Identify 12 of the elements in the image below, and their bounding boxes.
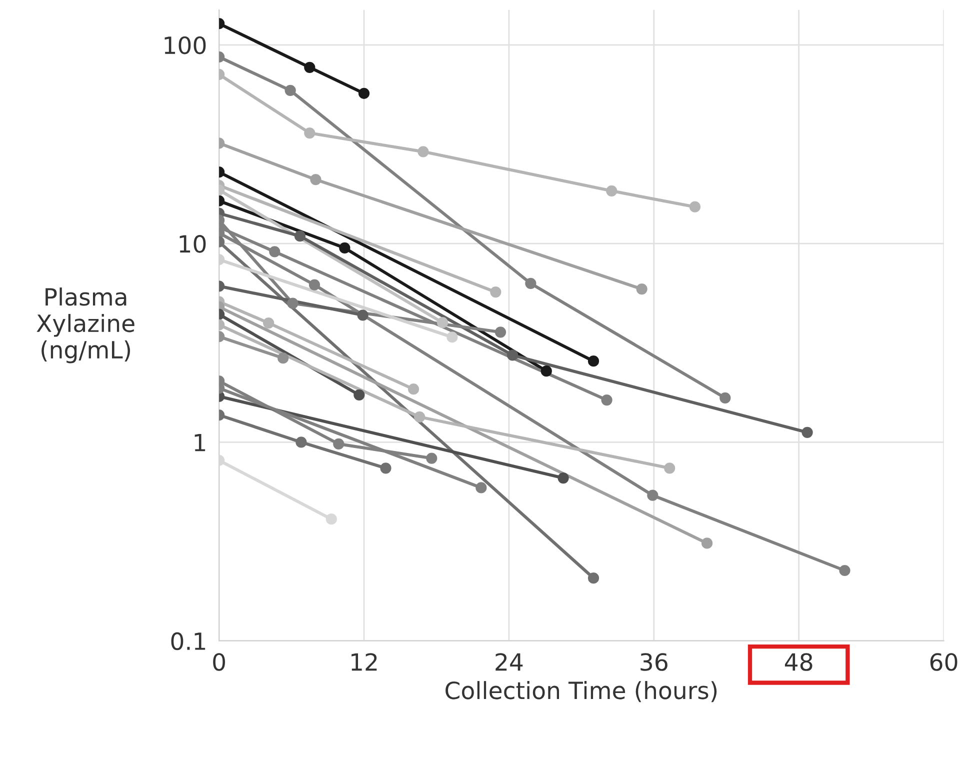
y-tick-label: 100 (164, 36, 206, 54)
y-axis-title: Plasma Xylazine (ng/mL) (36, 288, 134, 364)
y-tick-label: 1 (194, 434, 206, 452)
x-tick-label: 0 (213, 653, 225, 671)
x-axis-title: Collection Time (hours) (446, 681, 717, 702)
x-tick-label: 48 (784, 653, 812, 671)
x-tick-label: 24 (496, 653, 523, 671)
x-tick-label: 12 (352, 653, 377, 671)
x-tick-label: 36 (640, 653, 668, 671)
y-tick-label: 0.1 (171, 632, 206, 650)
y-tick-label: 10 (180, 234, 206, 253)
x-tick-label: 60 (930, 653, 958, 671)
